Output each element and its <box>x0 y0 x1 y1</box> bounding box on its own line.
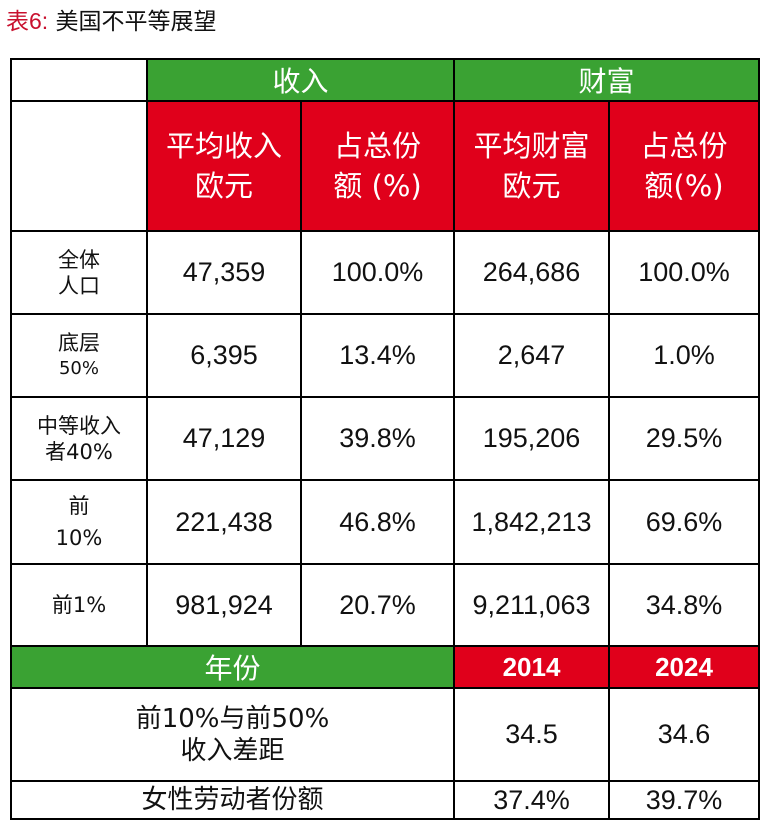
row-label-line1: 底层 <box>58 330 100 355</box>
row-label-line2: 10% <box>55 526 103 550</box>
row-label-line1: 前 <box>68 494 90 518</box>
corner-cell-2 <box>10 100 148 232</box>
avg-income-cell: 6,395 <box>146 313 302 398</box>
year-header-row: 年份 2014 2024 <box>10 645 760 689</box>
female-2024-cell: 39.7% <box>608 780 760 820</box>
avg-income-header: 平均收入 欧元 <box>146 100 302 232</box>
wealth-share-header-line2: 额(%) <box>644 169 724 203</box>
row-label-line1: 中等收入 <box>37 413 121 438</box>
avg-wealth-header-line2: 欧元 <box>502 169 561 203</box>
row-label: 前1% <box>10 563 148 647</box>
female-share-label: 女性劳动者份额 <box>10 780 455 820</box>
wealth-share-cell: 100.0% <box>608 230 760 315</box>
row-label-line1: 全体 <box>58 247 100 272</box>
row-label-line2: 人口 <box>58 273 100 298</box>
year-2024-header: 2024 <box>608 645 760 689</box>
column-header-row: 平均收入欧元 占总份额 (%) 平均财富欧元 占总份额(%) <box>10 100 760 232</box>
income-group-header: 收入 <box>146 58 455 102</box>
row-label-line1: 前1% <box>51 593 107 617</box>
table-row: 底层 50% 6,395 13.4% 2,647 1.0% <box>10 313 760 398</box>
income-share-cell: 46.8% <box>300 479 455 565</box>
table-row: 前 10% 221,438 46.8% 1,842,213 69.6% <box>10 479 760 565</box>
year-2014-header: 2014 <box>453 645 610 689</box>
avg-income-cell: 47,359 <box>146 230 302 315</box>
avg-income-header-line1: 平均收入 <box>165 129 282 163</box>
wealth-share-cell: 69.6% <box>608 479 760 565</box>
row-label: 中等收入 者40% <box>10 396 148 481</box>
row-label-line2: 者40% <box>45 439 113 464</box>
table-caption: 表6: 美国不平等展望 <box>6 4 217 39</box>
female-2014-cell: 37.4% <box>453 780 610 820</box>
income-share-header-line2: 额 (%) <box>333 169 422 203</box>
table-row: 前1% 981,924 20.7% 9,211,063 34.8% <box>10 563 760 647</box>
row-label: 全体 人口 <box>10 230 148 315</box>
income-share-header: 占总份额 (%) <box>300 100 455 232</box>
wealth-share-header: 占总份额(%) <box>608 100 760 232</box>
caption-prefix: 表 <box>6 8 29 34</box>
avg-wealth-cell: 9,211,063 <box>453 563 610 647</box>
gap-row: 前10%与前50% 收入差距 34.5 34.6 <box>10 687 760 782</box>
corner-cell <box>10 58 148 102</box>
avg-income-cell: 221,438 <box>146 479 302 565</box>
row-label: 前 10% <box>10 479 148 565</box>
gap-label-line1: 前10%与前50% <box>135 703 330 734</box>
avg-wealth-header-line1: 平均财富 <box>473 129 590 163</box>
avg-income-cell: 981,924 <box>146 563 302 647</box>
income-share-cell: 20.7% <box>300 563 455 647</box>
avg-wealth-cell: 264,686 <box>453 230 610 315</box>
income-share-cell: 39.8% <box>300 396 455 481</box>
avg-wealth-cell: 195,206 <box>453 396 610 481</box>
table-row: 中等收入 者40% 47,129 39.8% 195,206 29.5% <box>10 396 760 481</box>
row-label-line2: 50% <box>58 357 99 379</box>
avg-wealth-cell: 1,842,213 <box>453 479 610 565</box>
wealth-share-cell: 1.0% <box>608 313 760 398</box>
wealth-group-header: 财富 <box>453 58 760 102</box>
income-share-cell: 13.4% <box>300 313 455 398</box>
wealth-share-header-line1: 占总份 <box>640 129 728 163</box>
gap-label-line2: 收入差距 <box>180 735 285 766</box>
wealth-share-cell: 34.8% <box>608 563 760 647</box>
wealth-share-cell: 29.5% <box>608 396 760 481</box>
gap-2024-cell: 34.6 <box>608 687 760 782</box>
avg-wealth-cell: 2,647 <box>453 313 610 398</box>
female-share-row: 女性劳动者份额 37.4% 39.7% <box>10 780 760 820</box>
avg-wealth-header: 平均财富 欧元 <box>453 100 610 232</box>
row-label: 底层 50% <box>10 313 148 398</box>
income-share-cell: 100.0% <box>300 230 455 315</box>
year-label: 年份 <box>10 645 455 689</box>
avg-income-header-line2: 欧元 <box>194 169 253 203</box>
gap-label: 前10%与前50% 收入差距 <box>10 687 455 782</box>
inequality-table: 收入 财富 平均收入欧元 占总份额 (%) 平均财富欧元 占总份额(%) 全体人… <box>10 58 760 820</box>
table-row: 全体 人口 47,359 100.0% 264,686 100.0% <box>10 230 760 315</box>
group-header-row: 收入 财富 <box>10 58 760 102</box>
caption-title: 美国不平等展望 <box>55 9 217 35</box>
income-share-header-line1: 占总份 <box>333 129 421 163</box>
caption-number: 6: <box>29 8 49 34</box>
gap-2014-cell: 34.5 <box>453 687 610 782</box>
avg-income-cell: 47,129 <box>146 396 302 481</box>
